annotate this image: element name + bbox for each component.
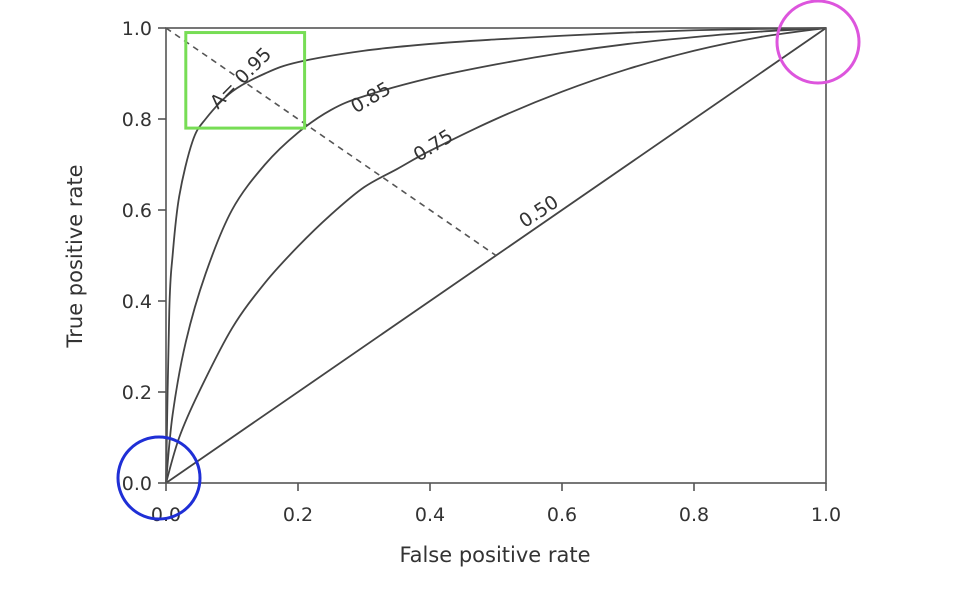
y-tick-label: 0.8 [122, 109, 152, 131]
x-tick-label: 0.0 [151, 504, 181, 526]
roc-curve-085 [165, 27, 827, 484]
roc-curves [165, 27, 827, 484]
y-tick-label: 1.0 [122, 18, 152, 40]
x-tick-label: 1.0 [811, 504, 841, 526]
roc-curve-075 [165, 27, 827, 484]
blue-origin-circle [116, 435, 202, 521]
x-tick-label: 0.8 [679, 504, 709, 526]
x-axis-label: False positive rate [399, 543, 590, 567]
plot-frame [165, 27, 827, 484]
annotation-marks [116, 0, 861, 521]
y-tick-label: 0.2 [122, 382, 152, 404]
x-axis-ticks: 0.0 0.2 0.4 0.6 0.8 1.0 [151, 483, 841, 526]
y-tick-label: 0.4 [122, 291, 152, 313]
x-tick-label: 0.6 [547, 504, 577, 526]
magenta-corner-circle [775, 0, 861, 85]
curve-label-085: 0.85 [347, 78, 395, 118]
y-axis-ticks: 0.0 0.2 0.4 0.6 0.8 1.0 [122, 18, 166, 495]
roc-curve-095 [165, 27, 827, 484]
y-tick-label: 0.0 [122, 473, 152, 495]
x-tick-label: 0.4 [415, 504, 445, 526]
curve-labels: A= 0.95 0.850.750.50 [206, 43, 563, 232]
curve-label-075: 0.75 [410, 125, 458, 166]
curve-label-095: A= 0.95 [206, 43, 276, 113]
green-highlight-box [184, 31, 307, 130]
x-tick-label: 0.2 [283, 504, 313, 526]
dashed-reference-line [165, 27, 497, 257]
y-axis-label: True positive rate [63, 165, 87, 349]
y-tick-label: 0.6 [122, 200, 152, 222]
